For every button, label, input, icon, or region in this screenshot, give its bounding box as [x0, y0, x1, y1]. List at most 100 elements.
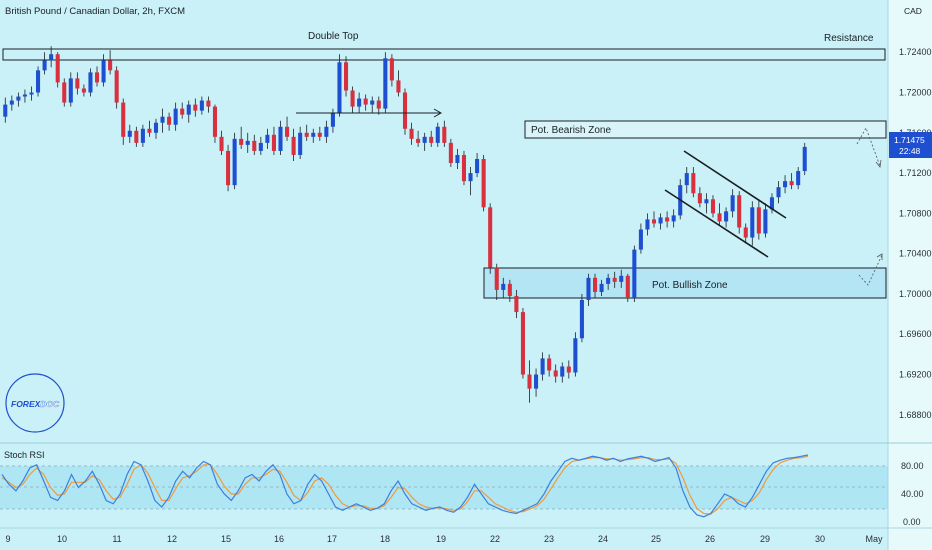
candle-body	[560, 366, 565, 377]
candle-body	[55, 54, 60, 83]
candle-body	[370, 100, 375, 105]
candle-body	[389, 58, 394, 81]
candle-body	[140, 128, 145, 143]
current-price-tag	[889, 132, 932, 158]
candle-body	[3, 104, 8, 117]
candle-body	[520, 312, 525, 375]
candle-body	[81, 88, 86, 93]
candle-body	[265, 134, 270, 143]
date-tick-label: 29	[760, 534, 770, 544]
candle-body	[579, 299, 584, 339]
candle-body	[206, 100, 211, 107]
indicator-label[interactable]: Stoch RSI	[4, 450, 45, 460]
candle-body	[593, 277, 598, 292]
candle-body	[245, 140, 250, 145]
candle-body	[638, 229, 643, 250]
stoch-level-40: 40.00	[901, 489, 924, 499]
date-tick-label: 18	[380, 534, 390, 544]
candle-body	[612, 277, 617, 282]
candle-body	[186, 104, 191, 115]
candle-body	[402, 92, 408, 129]
candle-body	[566, 366, 571, 373]
candle-body	[684, 173, 689, 186]
candle-body	[180, 108, 185, 115]
price-tick-label: 1.69600	[899, 329, 932, 339]
symbol-title[interactable]: British Pound / Canadian Dollar, 2h, FXC…	[5, 6, 185, 17]
candle-body	[304, 132, 309, 137]
candle-body	[324, 126, 329, 137]
price-tick-label: 1.70400	[899, 249, 932, 259]
candle-body	[9, 100, 14, 105]
candle-body	[278, 126, 283, 151]
stoch-k-line	[1, 454, 809, 518]
resistance-zone	[2, 48, 886, 61]
date-tick-label: 9	[5, 534, 10, 544]
date-tick-label: 15	[221, 534, 231, 544]
candle-body	[625, 275, 630, 298]
candle-body	[383, 58, 388, 109]
date-tick-label: May	[865, 534, 883, 544]
candle-body	[540, 358, 545, 375]
price-tick-label: 1.70000	[899, 289, 932, 299]
candle-body	[783, 181, 788, 188]
candle-body	[697, 193, 702, 204]
bearish-zone-label: Pot. Bearish Zone	[531, 125, 611, 136]
candle-body	[527, 374, 532, 389]
candle-body	[717, 213, 722, 222]
candle-body	[88, 72, 93, 93]
current-price-value: 1.71475	[894, 135, 925, 145]
price-axis[interactable]	[888, 0, 932, 550]
candle-body	[75, 78, 80, 89]
candle-body	[219, 136, 224, 151]
candle-body	[606, 277, 611, 284]
candle-body	[343, 62, 349, 91]
candle-body	[36, 70, 41, 93]
candle-body	[802, 146, 807, 172]
svg-text:FOREXDOC: FOREXDOC	[11, 399, 60, 409]
date-tick-label: 25	[651, 534, 661, 544]
bullish-zone	[483, 267, 887, 299]
candle-body	[553, 370, 558, 377]
candle-body	[121, 102, 126, 137]
date-tick-label: 19	[436, 534, 446, 544]
candle-body	[396, 80, 401, 93]
date-tick-label: 26	[705, 534, 715, 544]
candle-body	[619, 275, 624, 282]
candle-body	[232, 138, 237, 186]
date-tick-label: 23	[544, 534, 554, 544]
candle-body	[448, 142, 453, 164]
candle-body	[435, 126, 440, 143]
candle-body	[750, 207, 755, 238]
candle-body	[651, 219, 657, 224]
candle-body	[599, 283, 604, 292]
candle-body	[153, 122, 159, 133]
candle-body	[461, 154, 467, 182]
candle-body	[455, 154, 460, 164]
candle-body	[632, 249, 637, 298]
channel-lower-line	[664, 189, 769, 258]
stoch-level-80: 80.00	[901, 461, 924, 471]
candle-body	[547, 358, 552, 371]
price-tick-label: 1.72400	[899, 47, 932, 57]
candle-body	[704, 199, 709, 204]
candle-body	[22, 94, 27, 97]
candle-body	[212, 106, 217, 137]
candle-body	[317, 132, 322, 137]
date-tick-label: 17	[327, 534, 337, 544]
candle-body	[16, 96, 21, 101]
candle-body	[337, 62, 342, 113]
candles	[3, 46, 807, 403]
candle-body	[416, 138, 421, 143]
candle-body	[193, 104, 198, 111]
candle-body	[475, 158, 480, 174]
candle-body	[199, 100, 204, 111]
resistance-label: Resistance	[824, 33, 874, 44]
candle-body	[62, 82, 67, 103]
candle-body	[494, 267, 499, 290]
candle-body	[363, 98, 368, 105]
date-tick-label: 16	[274, 534, 284, 544]
candle-body	[730, 195, 735, 212]
candle-body	[756, 207, 761, 234]
candle-body	[94, 72, 100, 83]
